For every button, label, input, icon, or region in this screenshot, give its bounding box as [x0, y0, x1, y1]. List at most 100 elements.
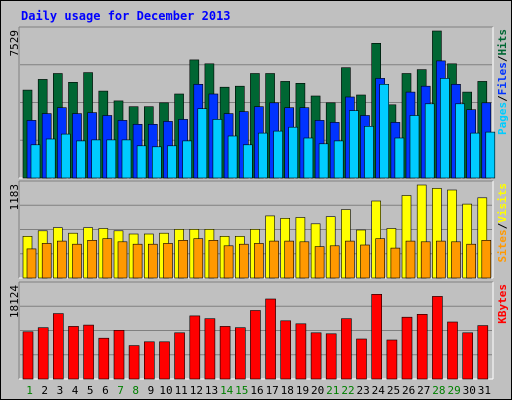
bar-kbytes-day-14 — [219, 326, 231, 380]
legend-entry: / — [496, 55, 509, 62]
legend-entry: KBytes — [496, 284, 509, 324]
bar-sites-day-31 — [481, 240, 492, 279]
x-tick-label-day-5: 5 — [87, 384, 94, 397]
bar-kbytes-day-24 — [371, 293, 383, 380]
legend-hits-files-pages: Pages/Files/Hits — [496, 29, 509, 135]
x-tick-label-day-10: 10 — [159, 384, 172, 397]
bar-kbytes-day-18 — [280, 320, 292, 380]
bar-pages-day-30 — [470, 132, 481, 179]
bar-pages-day-10 — [167, 145, 177, 179]
bar-sites-day-8 — [132, 243, 143, 279]
ymax-label-hits-files-pages: 7529 — [8, 30, 21, 57]
legend-entry: Hits — [496, 29, 509, 56]
bar-sites-day-29 — [451, 241, 461, 279]
bar-kbytes-day-17 — [265, 298, 276, 380]
x-tick-label-day-4: 4 — [72, 384, 79, 397]
bar-sites-day-15 — [239, 243, 249, 279]
bar-kbytes-day-31 — [477, 325, 489, 380]
x-tick-label-day-11: 11 — [175, 384, 188, 397]
bar-sites-day-4 — [72, 243, 82, 279]
bar-sites-day-7 — [117, 241, 128, 279]
bar-pages-day-5 — [91, 139, 101, 179]
x-tick-label-day-1: 1 — [26, 384, 33, 397]
x-tick-label-day-25: 25 — [387, 384, 400, 397]
bar-pages-day-29 — [455, 103, 465, 179]
bar-pages-day-16 — [258, 132, 268, 179]
bar-pages-day-24 — [379, 84, 390, 179]
bar-sites-day-20 — [314, 246, 325, 279]
bar-pages-day-2 — [45, 138, 56, 179]
x-tick-label-day-23: 23 — [356, 384, 369, 397]
bar-pages-day-14 — [227, 135, 238, 179]
bar-sites-day-2 — [41, 243, 52, 279]
bar-kbytes-day-23 — [356, 338, 367, 380]
bar-sites-day-17 — [269, 240, 279, 279]
bar-kbytes-day-22 — [341, 318, 352, 380]
bar-pages-day-27 — [424, 103, 435, 179]
x-tick-label-day-27: 27 — [417, 384, 430, 397]
bar-pages-day-19 — [303, 137, 314, 179]
bar-sites-day-1 — [26, 248, 37, 279]
bar-sites-day-12 — [193, 238, 204, 279]
x-tick-label-day-7: 7 — [117, 384, 124, 397]
bar-sites-day-25 — [390, 247, 401, 279]
bar-pages-day-18 — [288, 126, 299, 179]
bar-sites-day-16 — [254, 243, 264, 279]
bar-pages-day-28 — [440, 78, 450, 179]
bar-kbytes-day-10 — [159, 341, 170, 380]
x-tick-label-day-15: 15 — [235, 384, 248, 397]
bar-kbytes-day-7 — [113, 329, 125, 380]
bar-kbytes-day-8 — [128, 345, 140, 380]
bar-pages-day-20 — [318, 143, 329, 179]
x-tick-label-day-29: 29 — [447, 384, 460, 397]
chart-title: Daily usage for December 2013 — [21, 9, 231, 23]
bar-kbytes-day-13 — [204, 318, 216, 380]
x-tick-label-day-12: 12 — [190, 384, 203, 397]
bar-pages-day-9 — [152, 146, 162, 179]
bar-pages-day-23 — [364, 126, 374, 179]
x-tick-label-day-21: 21 — [326, 384, 339, 397]
bar-kbytes-day-3 — [52, 313, 64, 380]
x-tick-label-day-18: 18 — [281, 384, 294, 397]
legend-entry: Visits — [496, 183, 509, 223]
x-tick-label-day-24: 24 — [372, 384, 386, 397]
bar-pages-day-8 — [136, 145, 147, 179]
bar-kbytes-day-15 — [235, 327, 246, 380]
bar-pages-day-1 — [30, 144, 41, 179]
bar-kbytes-day-16 — [250, 310, 261, 380]
bar-sites-day-9 — [148, 243, 158, 279]
legend-entry: / — [496, 222, 509, 229]
bar-kbytes-day-11 — [174, 332, 185, 380]
bar-kbytes-day-6 — [98, 337, 110, 380]
bar-pages-day-21 — [333, 140, 344, 179]
bar-sites-day-19 — [299, 241, 310, 279]
legend-entry: Files — [496, 62, 509, 95]
legend-visits-sites: Sites/Visits — [496, 183, 509, 263]
x-tick-label-day-2: 2 — [41, 384, 48, 397]
ymax-label-visits-sites: 1183 — [8, 184, 21, 211]
x-tick-label-day-31: 31 — [478, 384, 491, 397]
bar-pages-day-4 — [76, 140, 86, 179]
x-tick-label-day-19: 19 — [296, 384, 309, 397]
ymax-label-kbytes: 18124 — [8, 285, 21, 318]
bar-sites-day-24 — [375, 238, 386, 279]
bar-sites-day-23 — [360, 244, 370, 279]
x-tick-label-day-13: 13 — [205, 384, 218, 397]
bar-kbytes-day-28 — [432, 296, 443, 380]
bar-sites-day-10 — [163, 243, 173, 279]
bar-pages-day-26 — [409, 115, 420, 179]
bar-kbytes-day-9 — [144, 341, 155, 380]
bar-kbytes-day-26 — [401, 316, 413, 380]
bar-sites-day-28 — [436, 240, 446, 279]
bar-kbytes-day-4 — [68, 326, 79, 380]
x-tick-label-day-30: 30 — [463, 384, 476, 397]
legend-entry: / — [496, 95, 509, 102]
bar-sites-day-26 — [405, 240, 416, 279]
bar-kbytes-day-12 — [189, 315, 201, 380]
bar-sites-day-6 — [102, 238, 113, 279]
bar-pages-day-22 — [349, 110, 359, 179]
bar-kbytes-day-27 — [416, 313, 428, 380]
bar-pages-day-31 — [485, 131, 496, 179]
bar-kbytes-day-21 — [325, 333, 337, 380]
bar-pages-day-3 — [60, 133, 71, 179]
